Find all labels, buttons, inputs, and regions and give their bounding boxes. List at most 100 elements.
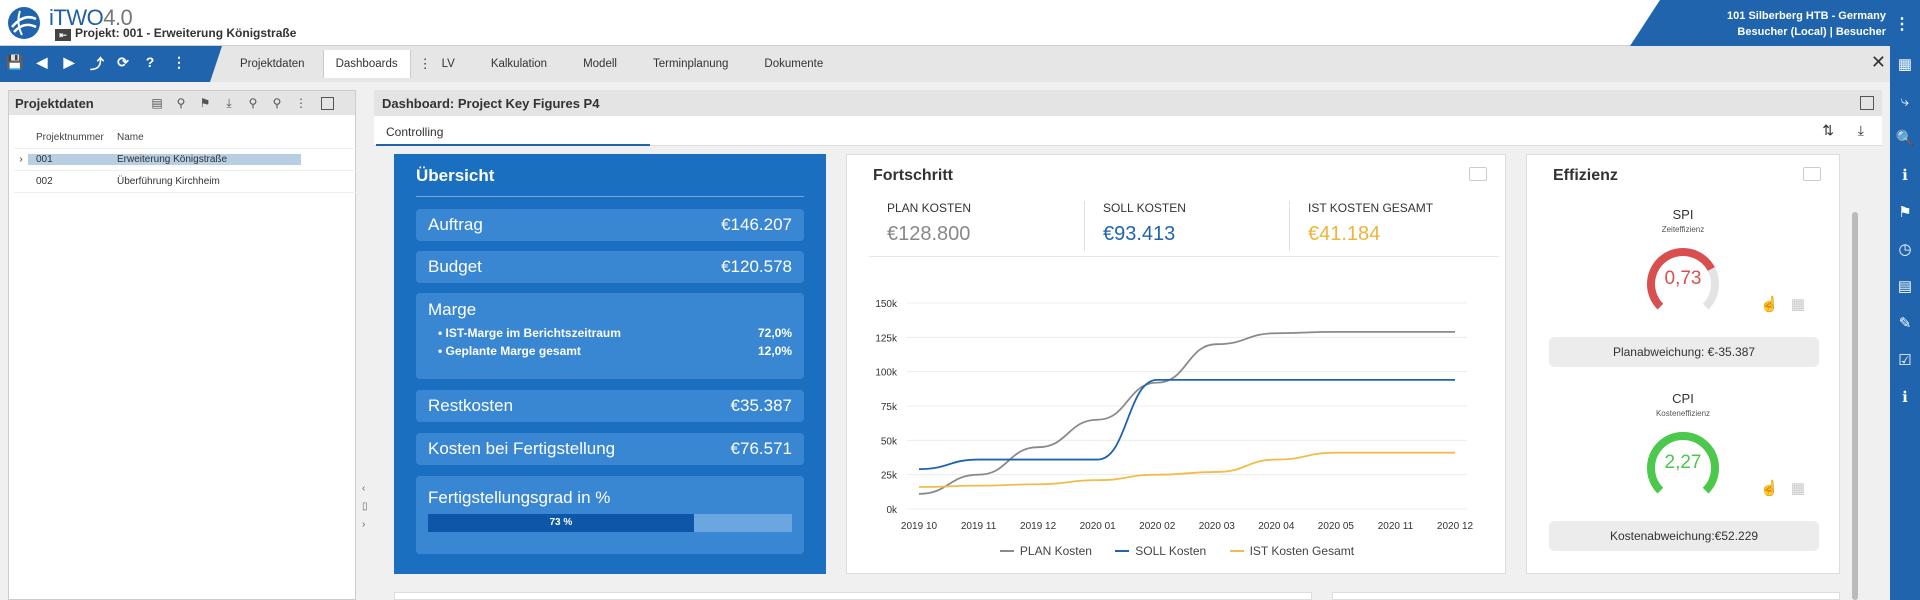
cpi-value: 2,27 xyxy=(1664,452,1702,473)
x-tick-label: 2020 03 xyxy=(1199,521,1236,532)
table-row[interactable]: 002 Überführung Kirchheim xyxy=(14,171,357,193)
project-title: ⇤ Projekt: 001 - Erweiterung Königstraße xyxy=(55,26,296,41)
budget-value: €120.578 xyxy=(721,257,792,276)
tab-lv[interactable]: LV xyxy=(441,58,455,70)
info-icon[interactable]: ℹ xyxy=(1902,167,1908,184)
favorites-icon[interactable]: ⤷ xyxy=(1900,93,1910,110)
spi-title: SPI xyxy=(1672,207,1694,222)
tab-controlling[interactable]: Controlling xyxy=(376,116,650,146)
collapse-right-icon[interactable]: › xyxy=(362,519,366,530)
restkosten-row: Restkosten €35.387 xyxy=(416,390,804,422)
marge-box: Marge • IST-Marge im Berichtszeitraum 72,… xyxy=(416,293,804,379)
x-tick-label: 2020 04 xyxy=(1258,521,1295,532)
tab-kalkulation[interactable]: Kalkulation xyxy=(490,58,548,70)
plan-deviation: Planabweichung: €-35.387 xyxy=(1549,337,1819,367)
completion-box: Fertigstellungsgrad in % 73 % xyxy=(416,476,804,554)
splitter-handle-icon[interactable]: ▯ xyxy=(362,501,368,512)
kbf-value: €76.571 xyxy=(730,439,792,458)
apps-icon[interactable]: ▦ xyxy=(1897,56,1913,73)
layout-icon[interactable]: ▤ xyxy=(151,96,163,110)
table-row[interactable]: › 001 Erweiterung Königstraße xyxy=(14,149,357,171)
completion-progress: 73 % xyxy=(428,514,792,532)
user-settings-icon[interactable]: ⚲ xyxy=(272,96,282,110)
user-menu-icon[interactable]: ⋮ xyxy=(1894,16,1910,33)
panel-title: Projektdaten xyxy=(15,95,94,111)
tab-modell[interactable]: Modell xyxy=(583,58,617,70)
tab-dashboards[interactable]: Dashboards xyxy=(322,50,411,78)
sort-export-icons[interactable]: ⇅ ⤓ xyxy=(1822,122,1874,138)
y-tick-label: 100k xyxy=(875,368,898,379)
cpi-title: CPI xyxy=(1672,391,1694,406)
x-tick-label: 2020 05 xyxy=(1318,521,1355,532)
more-icon[interactable]: ⋮ xyxy=(172,54,186,70)
forward-icon[interactable]: ▶ xyxy=(63,54,75,70)
expand-icon[interactable] xyxy=(1803,167,1821,181)
tab-terminplanung[interactable]: Terminplanung xyxy=(652,58,729,70)
flag-icon[interactable]: ⚑ xyxy=(1898,204,1912,221)
scrollbar[interactable] xyxy=(1852,212,1858,600)
tab-menu-icon[interactable]: ⋮ xyxy=(418,56,432,71)
splitter[interactable]: ‹ ▯ › xyxy=(362,480,368,534)
chart-legend: PLAN Kosten SOLL Kosten IST Kosten Gesam… xyxy=(847,541,1507,558)
legend-soll: SOLL Kosten xyxy=(1115,544,1206,558)
help-icon[interactable]: ? xyxy=(145,54,155,70)
pin-down-icon[interactable]: ⤓ xyxy=(226,95,232,110)
expand-icon[interactable] xyxy=(1469,167,1487,181)
subtab-bar: Controlling ⇅ ⤓ xyxy=(374,116,1882,146)
series-line-1 xyxy=(918,379,1455,471)
cpi-subtitle: Kosteneffizienz xyxy=(1655,409,1711,418)
kbf-row: Kosten bei Fertigstellung €76.571 xyxy=(416,433,804,465)
maximize-icon[interactable] xyxy=(321,96,334,110)
document-icon[interactable]: ▤ xyxy=(1897,278,1913,295)
save-icon[interactable]: 💾 xyxy=(6,54,24,70)
auftrag-row: Auftrag €146.207 xyxy=(416,209,804,241)
user-search-icon[interactable]: ⚲ xyxy=(248,96,258,110)
kpi-plan: PLAN KOSTEN €128.800 xyxy=(887,201,972,245)
tap-icon[interactable]: ☝ xyxy=(1760,296,1779,313)
user-panel: 101 Silberberg HTB - Germany Besucher (L… xyxy=(1630,0,1920,46)
y-tick-label: 0k xyxy=(886,505,898,516)
wand-icon[interactable]: ✎ xyxy=(1898,315,1912,332)
close-icon[interactable]: ✕ xyxy=(1870,52,1886,72)
right-sidebar: ▦ ⤷ 🔍 ℹ ⚑ ◷ ▤ ✎ ☑ ℹ xyxy=(1890,46,1920,600)
spi-subtitle: Zeiteffizienz xyxy=(1661,225,1705,234)
completion-title: Fertigstellungsgrad in % xyxy=(428,488,611,507)
column-header-projektnummer[interactable]: Projektnummer xyxy=(36,132,104,143)
series-line-2 xyxy=(918,451,1455,488)
back-icon[interactable]: ◀ xyxy=(36,54,48,70)
tap-icon[interactable]: ☝ xyxy=(1760,480,1779,497)
refresh-icon[interactable]: ⟳ xyxy=(117,54,129,70)
grid-icon[interactable]: ▦ xyxy=(1790,296,1805,313)
project-name: Erweiterung Königstraße xyxy=(113,154,301,165)
project-number: 001 xyxy=(28,154,113,165)
legend-ist: IST Kosten Gesamt xyxy=(1229,544,1354,558)
efficiency-title: Effizienz xyxy=(1553,167,1618,184)
spi-gauge: 0,73 xyxy=(1643,244,1723,324)
tab-projektdaten[interactable]: Projektdaten xyxy=(240,58,305,70)
more-icon[interactable]: ⋮ xyxy=(295,96,307,110)
maximize-icon[interactable] xyxy=(1860,96,1874,110)
marge-plan: • Geplante Marge gesamt 12,0% xyxy=(438,344,792,358)
kpi-row: PLAN KOSTEN €128.800 SOLL KOSTEN €93.413… xyxy=(869,201,1499,257)
flag-icon[interactable]: ⚑ xyxy=(199,96,211,110)
share-icon[interactable]: ⤴ xyxy=(90,56,104,72)
info-small-icon[interactable]: ℹ xyxy=(1902,389,1908,406)
clock-icon[interactable]: ◷ xyxy=(1898,241,1912,258)
y-tick-label: 50k xyxy=(881,436,898,447)
series-line-0 xyxy=(918,330,1455,495)
x-tick-label: 2020 12 xyxy=(1437,521,1474,532)
filter-icon[interactable]: ⚲ xyxy=(176,96,186,110)
progress-title: Fortschritt xyxy=(873,167,953,184)
x-tick-label: 2020 02 xyxy=(1139,521,1176,532)
checklist-icon[interactable]: ☑ xyxy=(1898,352,1912,369)
grid-icon[interactable]: ▦ xyxy=(1790,480,1805,497)
pin-icon[interactable]: ⇤ xyxy=(55,29,71,41)
auftrag-value: €146.207 xyxy=(721,215,792,234)
tab-dokumente[interactable]: Dokumente xyxy=(764,58,824,70)
search-icon[interactable]: 🔍 xyxy=(1895,130,1915,147)
y-tick-label: 125k xyxy=(875,333,898,344)
cost-line-chart: 0k 25k 50k 75k 100k 125k 150k 2019 10 2019 11 201… xyxy=(875,299,1474,532)
collapse-left-icon[interactable]: ‹ xyxy=(362,483,366,494)
kpi-ist: IST KOSTEN GESAMT €41.184 xyxy=(1289,201,1489,251)
column-header-name[interactable]: Name xyxy=(117,132,144,143)
